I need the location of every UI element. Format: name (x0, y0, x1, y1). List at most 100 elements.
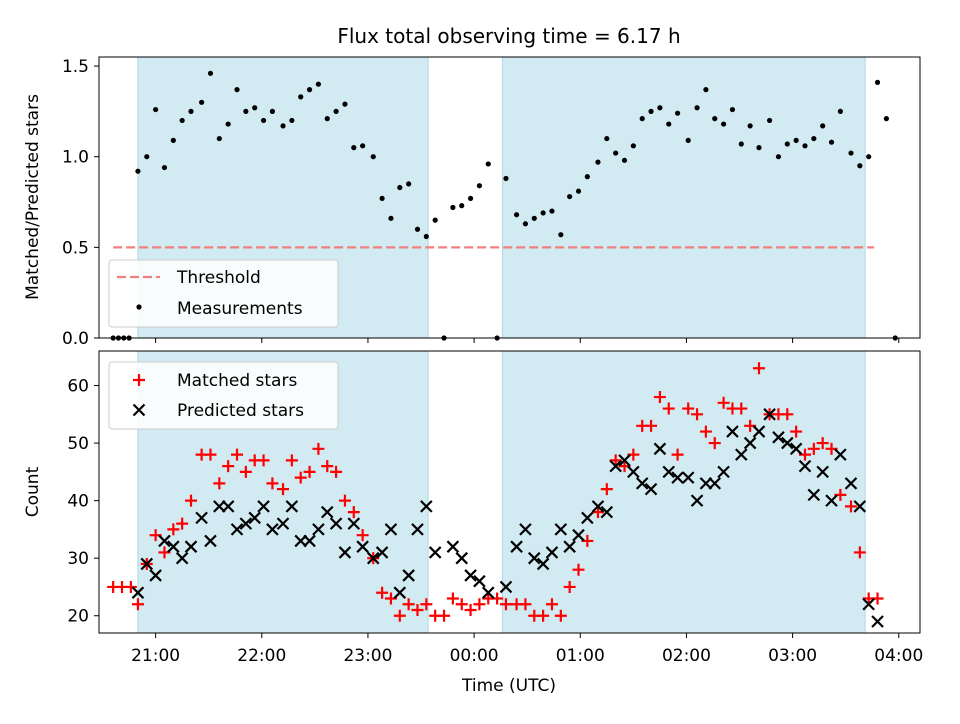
predicted-star-point (644, 482, 658, 496)
measurement-point (503, 175, 509, 182)
predicted-star-point (635, 477, 649, 490)
predicted-star-point (455, 551, 469, 565)
measurement-point (820, 123, 826, 129)
predicted-star-point (671, 471, 684, 484)
bottom-y-tick-label: 20 (67, 607, 89, 627)
predicted-star-point (375, 546, 389, 559)
measurement-point (720, 121, 727, 127)
predicted-star-point (184, 540, 198, 553)
measurement-point (604, 135, 610, 142)
measurement-point (648, 108, 654, 114)
legend-threshold-label: Threshold (176, 268, 261, 288)
bottom-shaded-interval-1 (501, 350, 866, 634)
predicted-star-point (717, 465, 730, 479)
top-legend-box (108, 259, 339, 328)
measurement-point (811, 135, 817, 142)
bottom-x-tick-label: 04:00 (874, 646, 923, 666)
predicted-star-point (248, 511, 261, 525)
predicted-star-point (834, 448, 847, 461)
predicted-star-point (743, 436, 757, 450)
measurement-point (179, 117, 185, 124)
measurement-point (269, 108, 276, 114)
matched-star-point (185, 494, 198, 507)
matched-star-point (124, 580, 137, 593)
measurement-point (613, 150, 619, 156)
measurement-point (784, 141, 790, 147)
measurement-point (874, 79, 881, 85)
matched-star-point (662, 402, 675, 415)
predicted-star-point (510, 540, 523, 553)
predicted-star-point (239, 517, 253, 530)
measurement-point (342, 101, 348, 107)
predicted-star-point (536, 557, 550, 571)
predicted-star-point (519, 523, 532, 536)
predicted-star-point (320, 505, 334, 519)
predicted-star-point (591, 500, 605, 513)
measurement-point (370, 154, 376, 160)
predicted-star-point (816, 465, 829, 479)
matched-star-point (853, 546, 866, 559)
measurement-point (685, 137, 691, 143)
predicted-star-point (662, 465, 676, 479)
legend-predicted-label: Predicted stars (177, 401, 304, 421)
bottom-x-tick-label: 21:00 (131, 646, 180, 666)
predicted-star-point (708, 477, 722, 490)
predicted-star-point (329, 517, 343, 530)
matched-star-point (176, 517, 189, 530)
measurement-point (883, 116, 889, 122)
measurement-point (388, 215, 394, 221)
matched-star-point (473, 598, 486, 611)
predicted-star-point (230, 523, 244, 536)
matched-star-point (257, 454, 270, 467)
predicted-star-point (798, 459, 812, 473)
measurement-point (216, 135, 222, 142)
measurement-point (260, 117, 267, 124)
predicted-star-point (464, 569, 477, 582)
matched-star-point (312, 442, 325, 455)
matched-star-point (591, 506, 604, 519)
measurement-point (414, 226, 421, 232)
measurement-point (170, 137, 176, 143)
bottom-x-tick-label: 00:00 (450, 646, 499, 666)
predicted-star-point (618, 454, 631, 467)
matched-star-point (708, 437, 721, 450)
top-panel-frame (98, 56, 921, 339)
measurement-point (225, 121, 231, 127)
predicted-star-point (420, 500, 433, 513)
measurement-point (848, 150, 854, 156)
measurement-point (153, 106, 159, 113)
measurement-point (703, 87, 709, 93)
bottom-y-tick-label: 40 (67, 492, 89, 512)
bottom-panel: 20 30 40 50 60 21:00 22:00 23:00 00:00 01:00 02:00… (23, 350, 923, 696)
predicted-star-point (366, 551, 380, 565)
predicted-star-point (195, 511, 208, 525)
bottom-x-tick-label: 01:00 (556, 646, 605, 666)
matched-star-point (653, 391, 666, 404)
matched-star-point (752, 362, 765, 375)
measurement-point (674, 110, 681, 116)
measurement-point (144, 154, 150, 160)
predicted-star-point (653, 442, 667, 456)
measurement-point (243, 108, 249, 114)
measurement-point (837, 108, 843, 114)
predicted-star-point (167, 540, 180, 553)
matched-star-point (411, 603, 424, 616)
matched-star-point (303, 465, 316, 478)
predicted-star-point (266, 523, 279, 536)
measurement-point (828, 139, 835, 145)
bottom-y-tick-label: 30 (67, 549, 89, 569)
top-panel: 0.0 0.5 1.0 1.5 Matched/Predicted stars Thr… (23, 56, 921, 349)
bottom-y-tick-label: 50 (67, 434, 89, 454)
measurement-point (630, 143, 636, 149)
matched-star-point (338, 494, 351, 507)
bottom-x-tick-label: 02:00 (662, 646, 711, 666)
measurement-point (666, 121, 672, 127)
matched-star-point (781, 408, 794, 421)
matched-star-point (671, 448, 684, 461)
predicted-star-point (690, 494, 704, 507)
bottom-x-tick-label: 22:00 (237, 646, 286, 666)
predicted-star-point (473, 574, 486, 588)
measurement-point (857, 163, 863, 169)
measurement-point (450, 204, 456, 211)
chart-title: Flux total observing time = 6.17 h (337, 24, 680, 48)
